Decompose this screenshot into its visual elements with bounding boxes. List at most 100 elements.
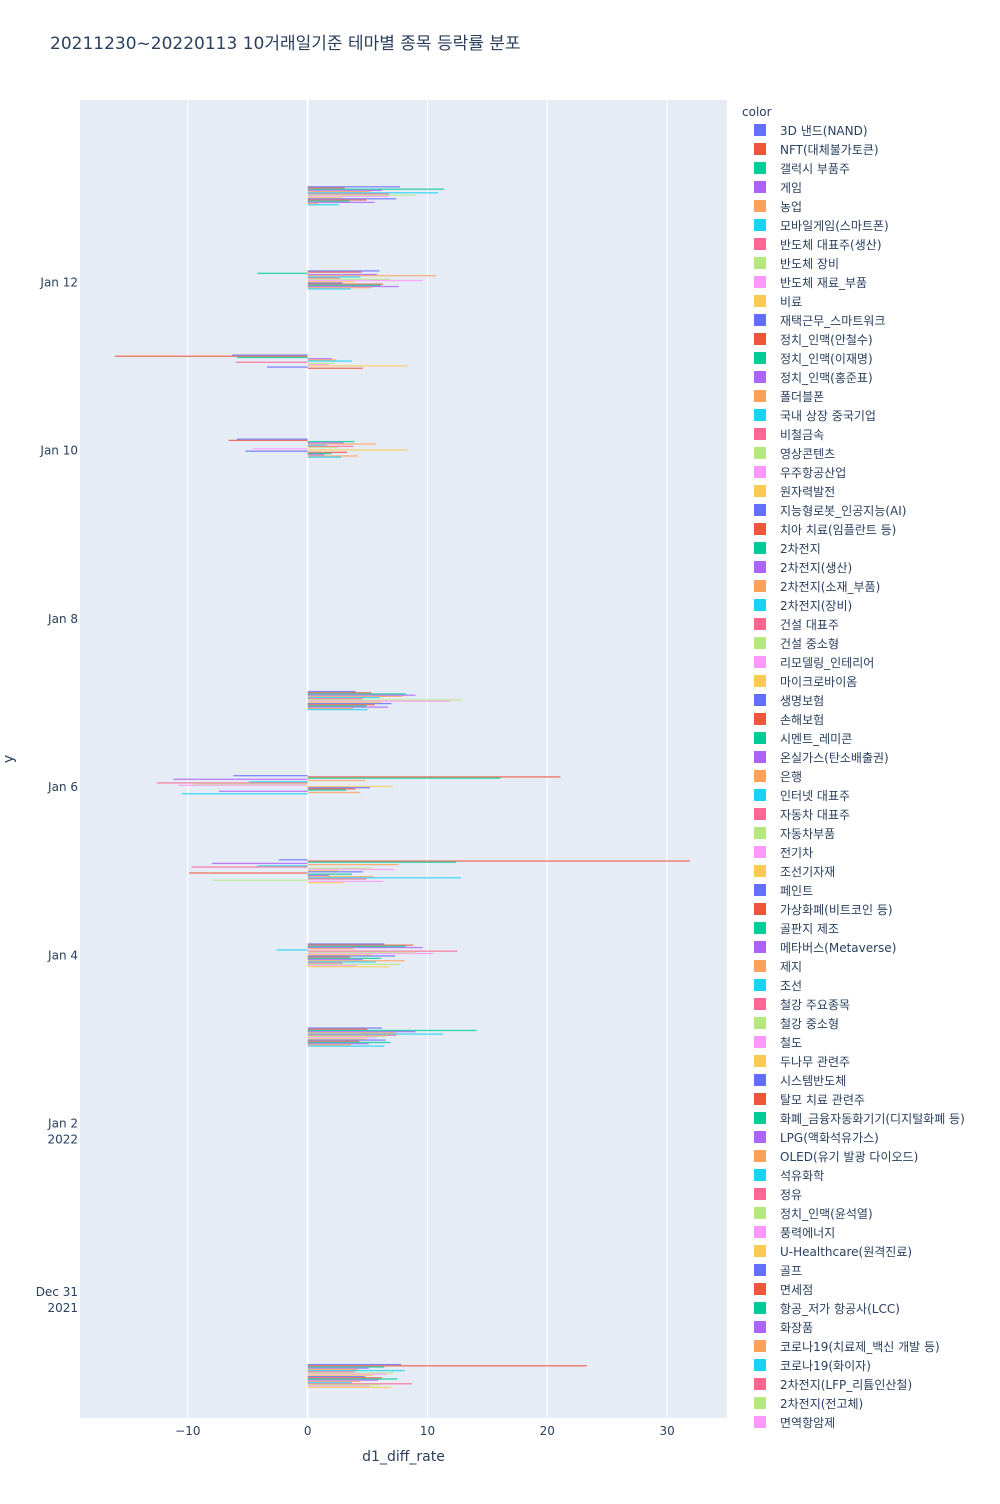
bar[interactable] xyxy=(307,944,414,946)
bar[interactable] xyxy=(307,706,388,708)
bar[interactable] xyxy=(307,950,458,952)
legend-item[interactable]: 정치_인맥(윤석열) xyxy=(754,1207,873,1221)
legend-item[interactable]: 온실가스(탄소배출권) xyxy=(754,751,889,765)
legend-item[interactable]: 국내 상장 중국기업 xyxy=(754,409,876,423)
bar[interactable] xyxy=(307,860,690,862)
bar[interactable] xyxy=(307,196,343,199)
bar[interactable] xyxy=(307,946,423,949)
legend-item[interactable]: 자동차부품 xyxy=(754,827,835,841)
legend-item[interactable]: 리모델링_인테리어 xyxy=(754,656,874,670)
legend-item[interactable]: 정유 xyxy=(754,1188,802,1202)
bar[interactable] xyxy=(307,704,375,706)
bar[interactable] xyxy=(307,444,327,446)
bar[interactable] xyxy=(307,455,358,457)
bar[interactable] xyxy=(307,1367,369,1369)
bar[interactable] xyxy=(193,783,308,785)
legend-item[interactable]: 치아 치료(임플란트 등) xyxy=(754,523,896,537)
bar[interactable] xyxy=(307,1375,366,1378)
bar[interactable] xyxy=(307,1381,352,1384)
legend-item[interactable]: NFT(대체불가토큰) xyxy=(754,143,879,157)
bar[interactable] xyxy=(278,859,308,861)
bar[interactable] xyxy=(307,271,362,273)
legend-item[interactable]: 정치_인맥(이재명) xyxy=(754,352,873,366)
bar[interactable] xyxy=(307,442,344,444)
legend-item[interactable]: 석유화학 xyxy=(754,1169,824,1183)
bar[interactable] xyxy=(245,450,308,452)
bar[interactable] xyxy=(307,449,408,451)
bar[interactable] xyxy=(307,1032,397,1034)
legend-item[interactable]: 가상화폐(비트코인 등) xyxy=(754,903,893,917)
bar[interactable] xyxy=(173,778,308,780)
legend-item[interactable]: 시멘트_레미콘 xyxy=(754,732,852,746)
bar[interactable] xyxy=(307,861,457,863)
bar[interactable] xyxy=(307,198,397,200)
legend-item[interactable]: 반도체 대표주(생산) xyxy=(754,238,882,252)
bar[interactable] xyxy=(307,708,368,711)
legend-item[interactable]: 골판지 제조 xyxy=(754,922,839,936)
bar[interactable] xyxy=(307,186,400,188)
bar[interactable] xyxy=(307,868,394,871)
bar[interactable] xyxy=(276,949,308,951)
legend-item[interactable]: 반도체 장비 xyxy=(754,257,839,271)
bar[interactable] xyxy=(307,1377,382,1379)
bar[interactable] xyxy=(307,279,423,282)
bar[interactable] xyxy=(307,454,325,456)
legend-item[interactable]: 철강 주요종목 xyxy=(754,998,850,1012)
bar[interactable] xyxy=(307,957,381,959)
bar[interactable] xyxy=(307,194,416,196)
legend-item[interactable]: 농업 xyxy=(754,200,802,214)
bar[interactable] xyxy=(307,202,319,205)
legend-item[interactable]: 마이크로바이옴 xyxy=(754,675,857,689)
bar[interactable] xyxy=(307,1039,386,1041)
bar[interactable] xyxy=(307,1031,416,1033)
legend-item[interactable]: 조선기자재 xyxy=(754,865,835,879)
bar[interactable] xyxy=(307,276,361,278)
bar[interactable] xyxy=(307,878,367,880)
bar[interactable] xyxy=(307,1365,587,1367)
legend-item[interactable]: 폴더블폰 xyxy=(754,390,824,404)
bar[interactable] xyxy=(307,958,363,961)
bar[interactable] xyxy=(189,872,308,874)
bar[interactable] xyxy=(307,692,372,694)
bar[interactable] xyxy=(307,1373,387,1375)
bar[interactable] xyxy=(307,1379,379,1381)
bar[interactable] xyxy=(307,785,393,788)
legend-item[interactable]: 손해보험 xyxy=(754,713,824,727)
bar[interactable] xyxy=(307,863,399,866)
bar[interactable] xyxy=(307,952,434,955)
bar[interactable] xyxy=(156,782,308,784)
bar[interactable] xyxy=(307,699,463,701)
bar[interactable] xyxy=(307,201,375,204)
bar[interactable] xyxy=(307,277,340,279)
legend-item[interactable]: 제지 xyxy=(754,960,802,974)
legend-item[interactable]: 페인트 xyxy=(754,884,813,898)
bar[interactable] xyxy=(307,1041,391,1044)
bar[interactable] xyxy=(307,1027,382,1029)
legend-item[interactable]: 화장품 xyxy=(754,1321,813,1335)
bar[interactable] xyxy=(307,966,390,968)
bar[interactable] xyxy=(307,443,376,445)
bar[interactable] xyxy=(307,1044,351,1046)
legend-item[interactable]: 2차전지(소재_부품) xyxy=(754,580,880,594)
bar[interactable] xyxy=(307,964,357,967)
bar[interactable] xyxy=(307,877,462,879)
bar[interactable] xyxy=(307,1385,370,1387)
bar[interactable] xyxy=(307,1034,397,1036)
legend-item[interactable]: 게임 xyxy=(754,181,802,195)
bar[interactable] xyxy=(307,1378,398,1380)
bar[interactable] xyxy=(307,283,384,285)
legend-item[interactable]: 코로나19(화이자) xyxy=(754,1359,871,1373)
legend-item[interactable]: 모바일게임(스마트폰) xyxy=(754,219,889,233)
legend-item[interactable]: 2차전지(전고체) xyxy=(754,1397,863,1411)
legend-item[interactable]: 원자력발전 xyxy=(754,485,835,499)
legend-item[interactable]: 재택근무_스마트워크 xyxy=(754,314,885,328)
bar[interactable] xyxy=(307,278,391,280)
legend-item[interactable]: 3D 낸드(NAND) xyxy=(754,124,868,138)
bar[interactable] xyxy=(307,1045,385,1047)
legend-item[interactable]: 항공_저가 항공사(LCC) xyxy=(754,1302,900,1316)
bar[interactable] xyxy=(307,1028,368,1030)
bar[interactable] xyxy=(307,695,403,698)
bar[interactable] xyxy=(191,866,308,868)
legend-item[interactable]: 생명보험 xyxy=(754,694,824,708)
bar[interactable] xyxy=(307,1371,355,1373)
